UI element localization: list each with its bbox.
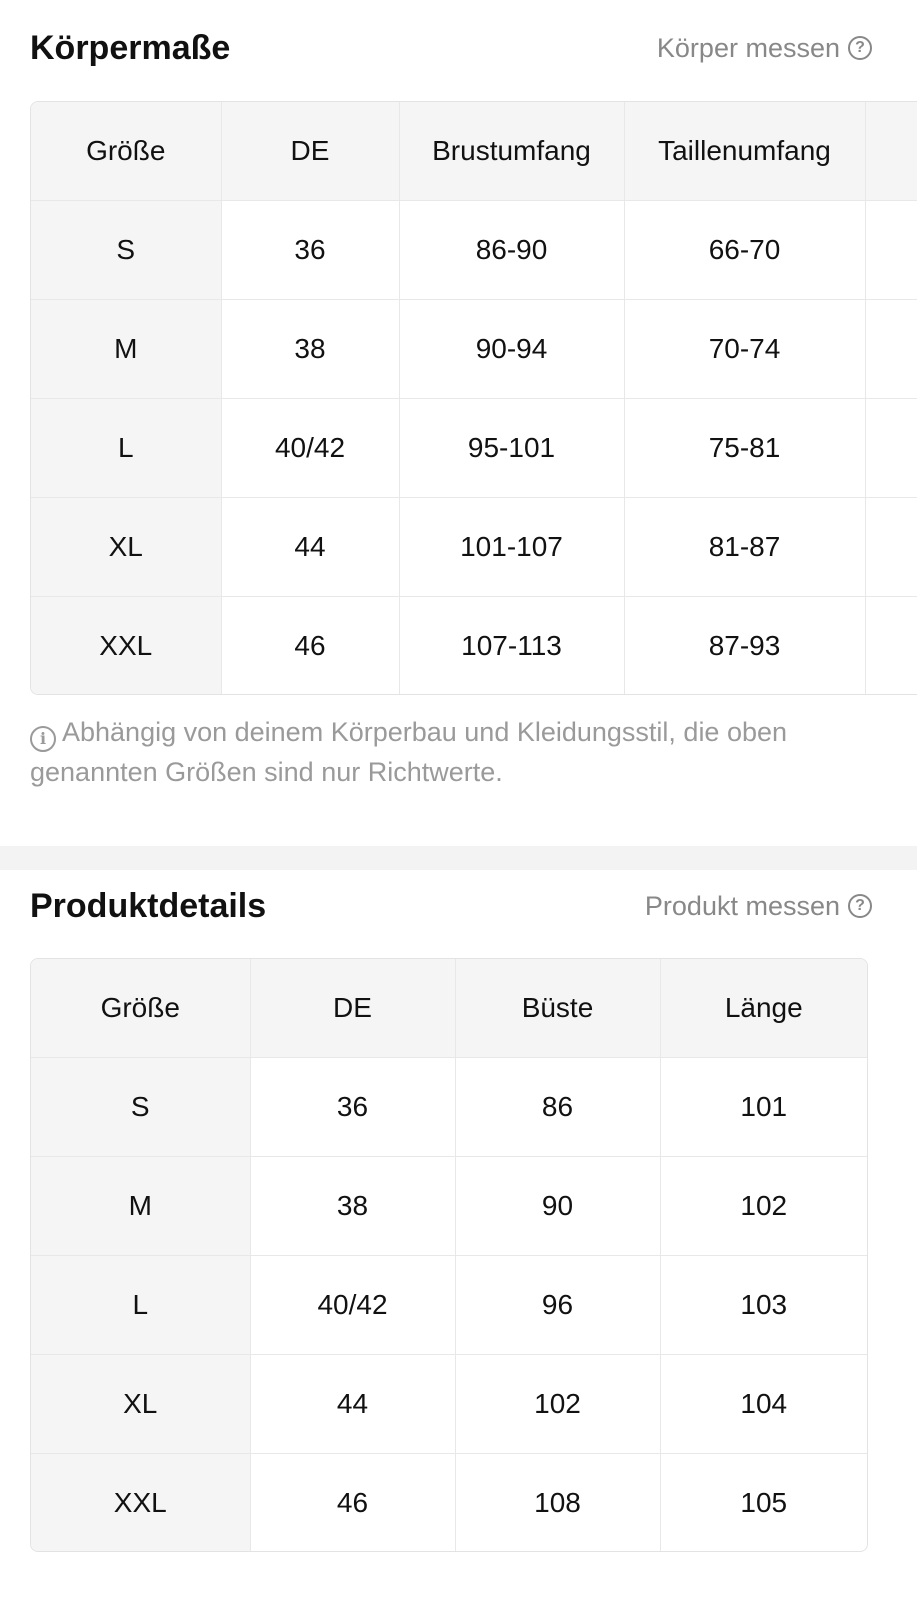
- question-circle-icon: ?: [848, 894, 872, 918]
- column-header-truncated: [865, 102, 917, 201]
- product-size-table: Größe DE Büste Länge S 36 86 101 M 38 90 102 L 40…: [30, 958, 868, 1552]
- size-cell: M: [31, 299, 222, 399]
- table-row: S 36 86-90 66-70: [31, 200, 917, 300]
- column-header-length: Länge: [660, 959, 867, 1058]
- table-row: L 40/42 95-101 75-81: [31, 398, 917, 498]
- size-cell: L: [31, 398, 222, 498]
- table-cell-truncated: [865, 200, 917, 300]
- size-cell: S: [31, 1057, 251, 1157]
- column-header-de: DE: [221, 102, 400, 201]
- size-cell: XXL: [31, 596, 222, 694]
- table-cell: 36: [250, 1057, 456, 1157]
- product-details-title: Produktdetails: [30, 887, 267, 925]
- table-cell: 105: [740, 1487, 788, 1518]
- column-header-size: Größe: [31, 959, 251, 1058]
- table-cell: 40/42: [250, 1255, 456, 1355]
- measure-body-label: Körper messen: [656, 33, 840, 63]
- size-disclaimer-note: i Abhängig von deinem Körperbau und Kleid…: [30, 712, 890, 792]
- table-cell: 96: [455, 1255, 661, 1355]
- table-cell: 90: [455, 1156, 661, 1256]
- table-cell: 70-74: [624, 299, 866, 399]
- table-cell: 46: [221, 596, 400, 694]
- table-row: XXL 46 107-113 87-93: [31, 596, 917, 694]
- product-details-section: Produktdetails Produkt messen ? Größe DE…: [0, 870, 917, 1600]
- table-cell: 101: [660, 1057, 867, 1157]
- table-row: XL 44 102 104: [31, 1354, 867, 1454]
- measure-body-link[interactable]: Körper messen ?: [657, 28, 872, 68]
- table-cell: 36: [221, 200, 400, 300]
- table-cell: 103: [660, 1255, 867, 1355]
- table-cell: 87-93: [624, 596, 866, 694]
- table-cell: 46: [250, 1453, 456, 1551]
- measure-product-label: Produkt messen: [644, 891, 840, 921]
- body-measurements-section: Körpermaße Körper messen ? Größe DE Brus…: [30, 28, 917, 792]
- table-cell-truncated: [865, 596, 917, 694]
- column-header-de: DE: [250, 959, 456, 1058]
- info-icon: i: [30, 726, 56, 752]
- table-cell: 38: [221, 299, 400, 399]
- column-header-bust: Büste: [455, 959, 661, 1058]
- column-header-waist: Taillenumfang: [624, 102, 866, 201]
- table-cell-truncated: [865, 299, 917, 399]
- table-cell: 40/42: [221, 398, 400, 498]
- table-cell: 44: [250, 1354, 456, 1454]
- body-measurements-title: Körpermaße: [30, 29, 231, 67]
- table-cell: 101-107: [399, 497, 625, 597]
- measure-product-link[interactable]: Produkt messen ?: [645, 886, 872, 926]
- table-cell: 38: [250, 1156, 456, 1256]
- size-cell: M: [31, 1156, 251, 1256]
- table-header-row: Größe DE Brustumfang Taillenumfang: [31, 102, 917, 201]
- size-cell: S: [31, 200, 222, 300]
- table-row: XL 44 101-107 81-87: [31, 497, 917, 597]
- body-size-table: Größe DE Brustumfang Taillenumfang S 36 86…: [30, 101, 917, 695]
- question-circle-icon: ?: [848, 36, 872, 60]
- table-cell: 102: [660, 1156, 867, 1256]
- table-cell: 86: [455, 1057, 661, 1157]
- section-divider: [0, 846, 917, 870]
- table-row: M 38 90-94 70-74: [31, 299, 917, 399]
- table-cell: 107-113: [399, 596, 625, 694]
- table-cell: 104: [660, 1354, 867, 1454]
- table-row: M 38 90 102: [31, 1156, 867, 1256]
- table-cell: 90-94: [399, 299, 625, 399]
- column-header-chest: Brustumfang: [399, 102, 625, 201]
- table-cell: 108: [455, 1453, 661, 1551]
- column-header-size: Größe: [31, 102, 222, 201]
- table-cell: 86-90: [399, 200, 625, 300]
- table-cell-truncated: [865, 497, 917, 597]
- table-row: S 36 86 101: [31, 1057, 867, 1157]
- table-cell: 66-70: [624, 200, 866, 300]
- table-cell: 81-87: [624, 497, 866, 597]
- size-disclaimer-text: Abhängig von deinem Körperbau und Kleidu…: [30, 717, 788, 787]
- table-cell: 95-101: [399, 398, 625, 498]
- table-row: L 40/42 96 103: [31, 1255, 867, 1355]
- size-cell: L: [31, 1255, 251, 1355]
- table-cell: 75-81: [624, 398, 866, 498]
- size-cell: XL: [31, 497, 222, 597]
- size-cell: XL: [31, 1354, 251, 1454]
- table-row: XXL 46 108 105: [31, 1453, 867, 1551]
- size-cell: XXL: [31, 1453, 251, 1551]
- table-cell-truncated: [865, 398, 917, 498]
- table-cell: 102: [455, 1354, 661, 1454]
- table-cell: 44: [221, 497, 400, 597]
- table-header-row: Größe DE Büste Länge: [31, 959, 867, 1058]
